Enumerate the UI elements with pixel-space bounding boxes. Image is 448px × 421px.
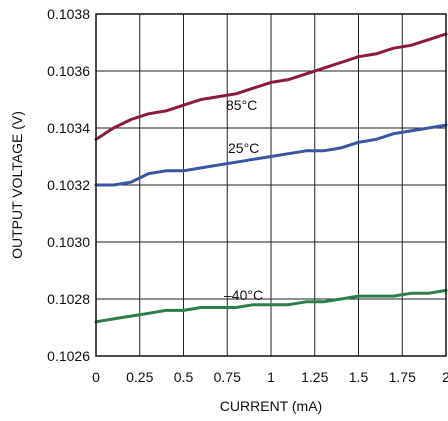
y-axis-ticks: 0.1026 0.1028 0.1030 0.1032 0.1034 0.1036 0.10… [47,6,90,364]
y-tick-label: 0.1038 [47,6,90,22]
x-tick-label: 2 [442,369,448,385]
series-label: 25°C [228,140,259,156]
series-line [94,123,448,187]
y-tick-label: 0.1026 [47,348,90,364]
y-tick-label: 0.1034 [47,120,90,136]
series-line [94,288,448,324]
x-tick-label: 0.5 [174,369,194,385]
series-label: 85°C [226,97,257,113]
series-label: –40°C [224,287,263,303]
x-tick-label: 1.75 [389,369,416,385]
x-tick-label: 0.25 [126,369,153,385]
series-line [94,32,448,141]
x-axis-ticks: 0 0.25 0.5 0.75 1 1.25 1.5 1.75 2 [92,369,448,385]
y-tick-label: 0.1028 [47,291,90,307]
x-tick-label: 0.75 [214,369,241,385]
y-tick-label: 0.1032 [47,177,90,193]
series-labels: 85°C 25°C –40°C [224,97,263,303]
y-tick-label: 0.1036 [47,63,90,79]
x-tick-label: 1.5 [349,369,369,385]
plot-frame [95,13,447,357]
x-axis-title: CURRENT (mA) [220,398,322,414]
grid [96,14,446,356]
series-layer [94,32,448,324]
y-tick-label: 0.1030 [47,234,90,250]
x-tick-label: 1.25 [301,369,328,385]
x-tick-label: 1 [267,369,275,385]
y-axis-title: OUTPUT VOLTAGE (V) [9,111,25,259]
x-tick-label: 0 [92,369,100,385]
